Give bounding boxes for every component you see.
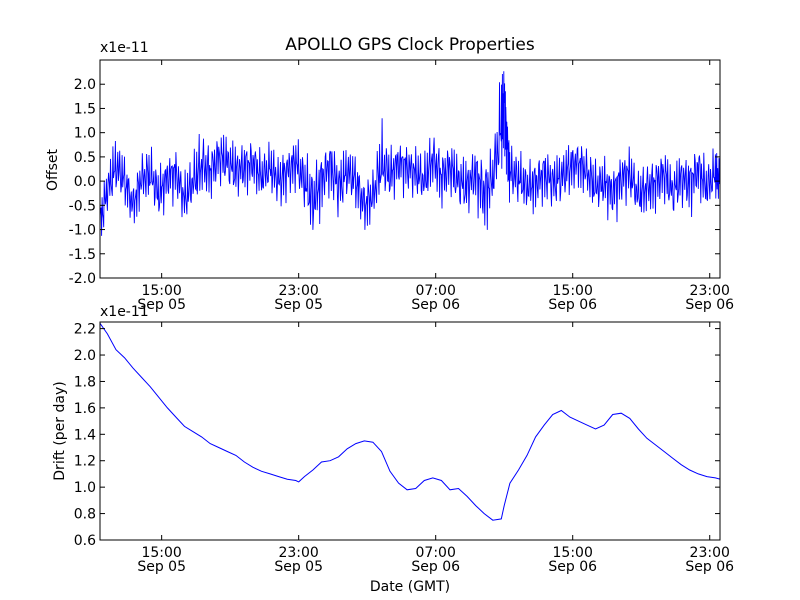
x-tick-time-label: 23:00	[690, 545, 730, 561]
drift-scale-label: x1e-11	[100, 304, 149, 320]
drift-series-line	[100, 323, 720, 521]
x-tick-date-label: Sep 06	[548, 559, 597, 575]
x-tick-date-label: Sep 05	[137, 297, 186, 313]
x-axis-label: Date (GMT)	[370, 579, 450, 595]
plot-frame	[99, 321, 721, 541]
x-tick-time-label: 15:00	[141, 283, 181, 299]
x-tick-date-label: Sep 05	[274, 297, 323, 313]
y-tick-label: -2.0	[69, 271, 96, 287]
x-tick-time-label: 23:00	[278, 283, 318, 299]
y-tick-label: 1.2	[74, 454, 96, 470]
y-tick-label: 0.0	[74, 174, 96, 190]
offset-panel: APOLLO GPS Clock Properties x1e-11 Offse…	[45, 35, 734, 313]
y-tick-label: 1.5	[74, 101, 96, 117]
y-tick-label: 2.0	[74, 77, 96, 93]
x-tick-date-label: Sep 06	[411, 297, 460, 313]
y-tick-label: 2.0	[74, 348, 96, 364]
x-tick-time-label: 23:00	[278, 545, 318, 561]
y-tick-label: 1.0	[74, 480, 96, 496]
x-tick-time-label: 07:00	[416, 545, 456, 561]
drift-y-axis-label: Drift (per day)	[52, 381, 68, 480]
y-tick-label: -0.5	[69, 198, 96, 214]
x-tick-time-label: 15:00	[141, 545, 181, 561]
chart-title: APOLLO GPS Clock Properties	[285, 35, 535, 55]
y-tick-label: 1.4	[74, 427, 96, 443]
x-tick-date-label: Sep 06	[685, 297, 734, 313]
x-tick-time-label: 23:00	[690, 283, 730, 299]
x-tick-date-label: Sep 05	[274, 559, 323, 575]
y-tick-label: 2.2	[74, 322, 96, 338]
plot-frame	[99, 59, 721, 279]
x-tick-date-label: Sep 06	[548, 297, 597, 313]
drift-panel: x1e-11 Drift (per day) Date (GMT) 0.6 0.8…	[52, 304, 734, 595]
offset-y-axis-label: Offset	[45, 148, 61, 191]
y-tick-label: 1.6	[74, 401, 96, 417]
y-tick-label: -1.0	[69, 223, 96, 239]
y-tick-label: 0.8	[74, 507, 96, 523]
y-tick-label: -1.5	[69, 247, 96, 263]
x-tick-time-label: 15:00	[553, 283, 593, 299]
y-tick-label: 0.6	[74, 533, 96, 549]
offset-scale-label: x1e-11	[100, 40, 149, 56]
x-tick-time-label: 15:00	[553, 545, 593, 561]
x-tick-date-label: Sep 05	[137, 559, 186, 575]
y-tick-label: 1.8	[74, 374, 96, 390]
offset-plot-area: -2.0-1.5-1.0-0.50.00.51.01.52.015:00Sep …	[69, 59, 734, 313]
offset-series-line	[100, 71, 720, 236]
x-tick-time-label: 07:00	[416, 283, 456, 299]
y-tick-label: 1.0	[74, 126, 96, 142]
y-tick-label: 0.5	[74, 150, 96, 166]
x-tick-date-label: Sep 06	[685, 559, 734, 575]
x-tick-date-label: Sep 06	[411, 559, 460, 575]
